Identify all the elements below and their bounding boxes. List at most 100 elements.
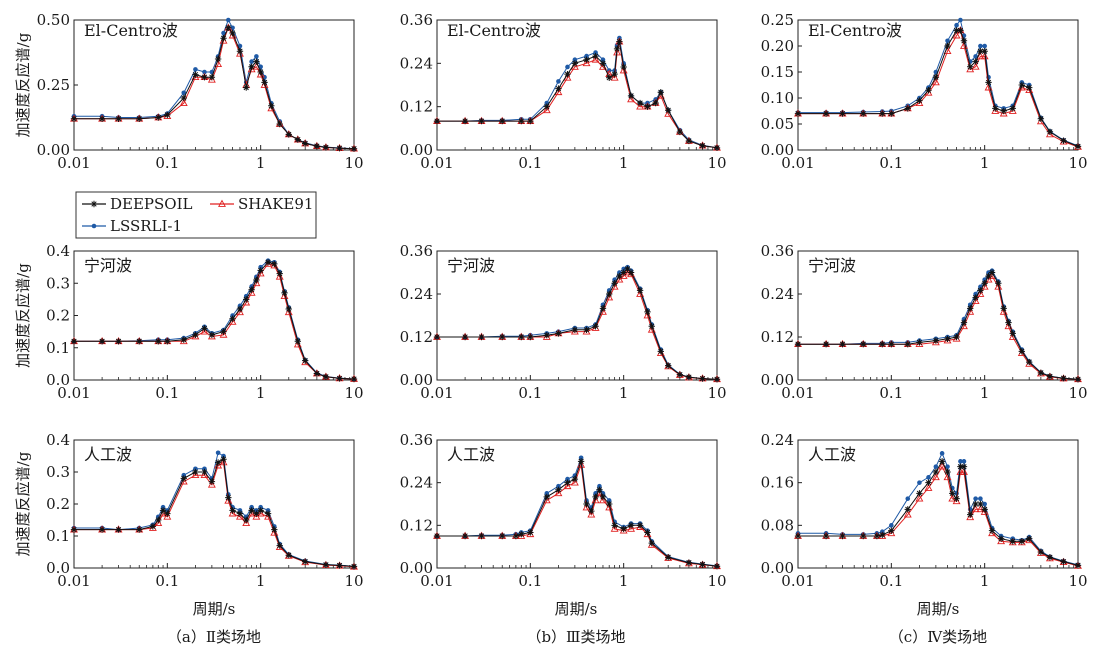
data-point-deepsoil: [636, 522, 644, 529]
data-point-deepsoil: [555, 486, 562, 493]
x-tick-label: 0.01: [57, 154, 90, 172]
data-point-deepsoil: [236, 510, 244, 517]
data-point-lssrli-1: [565, 476, 570, 482]
legend-marker-triangle: [218, 199, 226, 207]
data-point-shake91: [643, 311, 652, 319]
data-point-deepsoil: [571, 60, 579, 67]
series-shake91: [794, 26, 1082, 150]
data-point-deepsoil: [888, 110, 895, 117]
data-point-deepsoil: [992, 105, 999, 112]
legend-marker: [91, 223, 97, 229]
data-point-deepsoil: [599, 305, 607, 312]
data-point-deepsoil: [527, 333, 534, 341]
data-point-deepsoil: [159, 507, 167, 514]
y-tick-label: 0.24: [400, 285, 433, 303]
data-point-lssrli-1: [958, 17, 963, 23]
data-point-deepsoil: [461, 532, 469, 540]
data-point-deepsoil: [606, 74, 613, 81]
plot-frame: [797, 250, 1079, 381]
data-point-deepsoil: [644, 529, 651, 536]
data-point-shake91: [636, 289, 645, 297]
data-point-shake91: [570, 478, 579, 486]
x-tick-label: 10: [1068, 384, 1087, 402]
data-point-deepsoil: [350, 563, 358, 570]
data-point-deepsoil: [1037, 548, 1045, 556]
data-point-deepsoil: [1018, 538, 1026, 545]
data-point-deepsoil: [461, 333, 469, 341]
data-point-shake91: [999, 307, 1008, 315]
x-tick-label: 1: [980, 572, 990, 590]
data-point-lssrli-1: [584, 53, 589, 59]
data-point-deepsoil: [564, 70, 571, 78]
data-point-deepsoil: [644, 103, 651, 110]
data-point-shake91: [938, 462, 947, 470]
series-shake91: [794, 462, 1082, 569]
series-line-deepsoil: [437, 41, 718, 149]
x-tick-label: 0.01: [781, 384, 814, 402]
series-line-shake91: [74, 461, 355, 568]
data-point-deepsoil: [285, 131, 292, 138]
data-point-deepsoil: [860, 110, 867, 117]
data-point-shake91: [627, 524, 636, 532]
data-point-deepsoil: [276, 542, 283, 549]
wave-annotation: 人工波: [84, 445, 132, 464]
data-point-deepsoil: [879, 110, 886, 117]
data-point-lssrli-1: [939, 451, 945, 456]
data-point-shake91: [952, 31, 961, 39]
series-line-lssrli-1: [437, 266, 718, 380]
data-point-lssrli-1: [544, 491, 550, 496]
data-point-deepsoil: [904, 105, 911, 112]
data-point-shake91: [971, 62, 980, 70]
data-point-deepsoil: [136, 115, 143, 122]
data-point-shake91: [200, 327, 209, 335]
data-point-deepsoil: [685, 559, 693, 566]
data-point-deepsoil: [149, 523, 157, 530]
data-point-deepsoil: [543, 332, 550, 339]
data-point-deepsoil: [977, 287, 984, 294]
data-point-deepsoil: [294, 338, 302, 345]
data-point-shake91: [636, 102, 645, 110]
chart-panel-r3-c3: 0.00 0.08 0.16 0.24 0.01 0.1 1 10 人工波: [761, 431, 1088, 590]
data-point-deepsoil: [499, 532, 506, 540]
data-point-lssrli-1: [202, 69, 207, 75]
data-point-deepsoil: [301, 140, 309, 147]
data-point-shake91: [280, 291, 289, 299]
data-point-deepsoil: [1037, 115, 1045, 122]
data-point-deepsoil: [1060, 137, 1067, 144]
data-point-deepsoil: [613, 45, 621, 53]
series-line-shake91: [798, 465, 1079, 567]
data-point-deepsoil: [1009, 538, 1016, 545]
data-point-lssrli-1: [889, 523, 894, 528]
series-line-shake91: [437, 464, 718, 567]
data-point-deepsoil: [985, 272, 992, 280]
data-point-deepsoil: [988, 527, 996, 534]
data-point-deepsoil: [136, 526, 143, 533]
x-tick-label: 0.01: [57, 384, 90, 402]
data-point-deepsoil: [433, 333, 441, 341]
data-point-deepsoil: [268, 102, 275, 109]
data-point-shake91: [293, 340, 302, 348]
data-point-deepsoil: [648, 539, 655, 547]
data-point-shake91: [242, 518, 251, 527]
series-line-deepsoil: [437, 268, 718, 380]
data-point-deepsoil: [839, 340, 846, 348]
data-point-lssrli-1: [978, 43, 983, 49]
data-point-lssrli-1: [606, 498, 612, 503]
data-point-deepsoil: [220, 328, 227, 335]
data-point-deepsoil: [997, 535, 1005, 542]
data-point-deepsoil: [243, 296, 250, 303]
data-point-deepsoil: [606, 500, 613, 508]
data-point-lssrli-1: [193, 67, 198, 72]
data-point-deepsoil: [1026, 358, 1033, 366]
data-point-deepsoil: [953, 495, 960, 502]
data-point-lssrli-1: [982, 43, 987, 49]
data-point-deepsoil: [527, 117, 534, 125]
data-point-deepsoil: [620, 269, 627, 276]
data-point-lssrli-1: [565, 64, 570, 70]
data-point-shake91: [924, 483, 933, 491]
y-tick-label: 0.50: [37, 11, 70, 29]
series-line-shake91: [798, 29, 1079, 148]
data-point-deepsoil: [981, 48, 988, 55]
data-point-shake91: [207, 480, 216, 488]
